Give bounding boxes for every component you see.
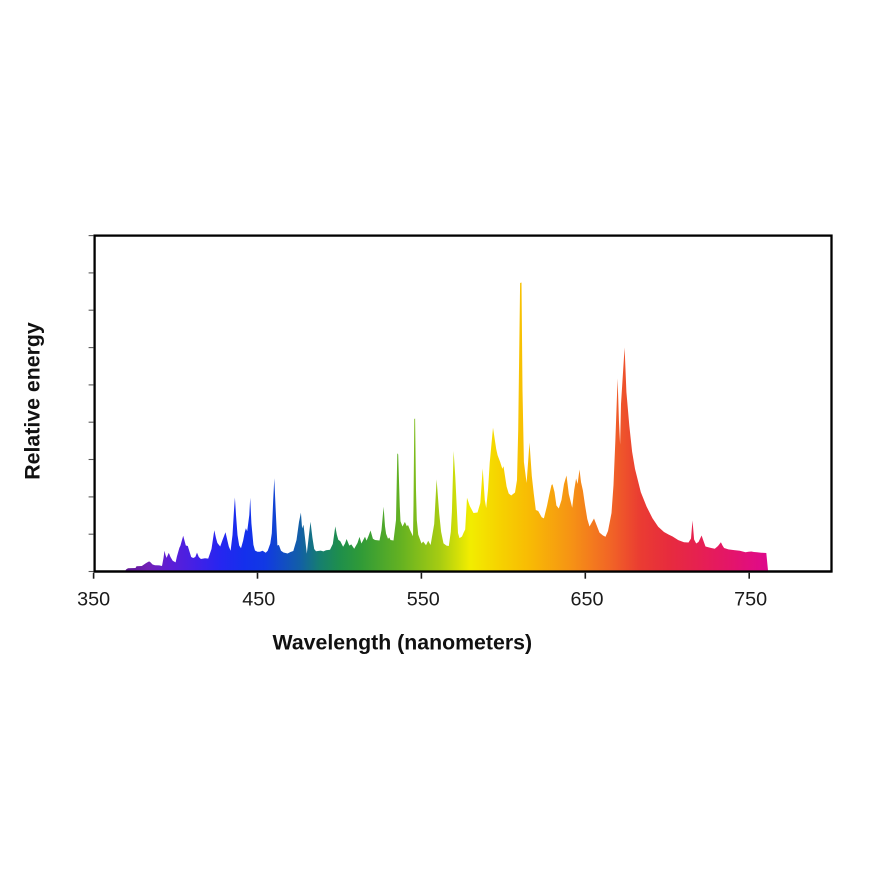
svg-text:450: 450 xyxy=(242,588,275,610)
svg-text:Wavelength (nanometers): Wavelength (nanometers) xyxy=(273,631,533,655)
svg-text:350: 350 xyxy=(77,588,110,610)
svg-text:Relative energy: Relative energy xyxy=(21,322,45,480)
svg-text:550: 550 xyxy=(407,588,440,610)
svg-text:750: 750 xyxy=(734,588,767,610)
svg-text:650: 650 xyxy=(570,588,603,610)
